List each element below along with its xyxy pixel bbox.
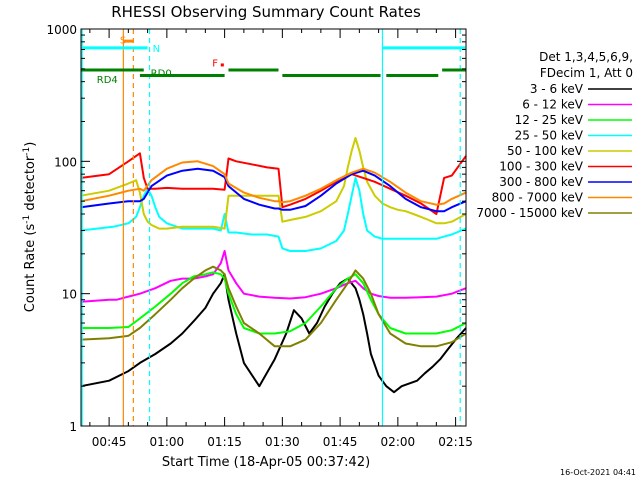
annotation-4: RD0 bbox=[151, 68, 172, 79]
chart-title: RHESSI Observing Summary Count Rates bbox=[111, 3, 421, 21]
x-tick-label-1: 00:45 bbox=[92, 435, 127, 449]
series-layer bbox=[80, 137, 467, 394]
x-tick-label-6: 02:00 bbox=[381, 435, 416, 449]
x-tick-label-4: 01:30 bbox=[265, 435, 300, 449]
series-line-1 bbox=[80, 273, 467, 394]
annotation-5: RD4 bbox=[97, 75, 118, 86]
annotation-3: F bbox=[212, 58, 218, 69]
series-line-4 bbox=[80, 176, 467, 252]
series-line-3 bbox=[81, 271, 467, 335]
annotation-2: N bbox=[153, 44, 160, 55]
overlay-layer: S N F RD0 RD4 bbox=[81, 29, 466, 426]
y-tick-label-4: 1000 bbox=[46, 23, 77, 37]
x-tick-label-2: 01:00 bbox=[150, 435, 185, 449]
y-tick-label-3: 100 bbox=[54, 155, 77, 169]
legend: Det 1,3,4,5,6,9, FDecim 1, Att 0 3 - 6 k… bbox=[476, 50, 633, 220]
legend-label-5: 50 - 100 keV bbox=[507, 144, 584, 158]
series-line-8 bbox=[80, 160, 467, 206]
legend-label-3: 12 - 25 keV bbox=[515, 113, 584, 127]
legend-header-2: FDecim 1, Att 0 bbox=[540, 66, 633, 80]
x-axis-label: Start Time (18-Apr-05 00:37:42) bbox=[162, 455, 370, 470]
series-line-5 bbox=[80, 137, 467, 230]
footer-timestamp: 16-Oct-2021 04:41 bbox=[560, 468, 636, 477]
legend-label-9: 7000 - 15000 keV bbox=[476, 206, 583, 220]
legend-label-8: 800 - 7000 keV bbox=[492, 191, 584, 205]
annotation-1: S bbox=[120, 36, 126, 47]
legend-header-1: Det 1,3,4,5,6,9, bbox=[539, 50, 633, 64]
y-axis-label-exp2: -1 bbox=[22, 147, 32, 156]
series-line-7 bbox=[80, 167, 467, 213]
series-line-2 bbox=[80, 250, 467, 303]
y-tick-label-1: 1 bbox=[69, 420, 77, 434]
series-line-9 bbox=[80, 265, 467, 348]
legend-label-7: 300 - 800 keV bbox=[499, 175, 583, 189]
y-axis-label: Count Rate (s-1 detector-1) bbox=[22, 142, 38, 313]
y-axis-label-mid: detector bbox=[23, 155, 38, 215]
x-tick-label-5: 01:45 bbox=[323, 435, 358, 449]
legend-label-2: 6 - 12 keV bbox=[522, 98, 584, 112]
y-axis-label-main: Count Rate (s bbox=[23, 224, 38, 313]
y-tick-label-2: 10 bbox=[62, 288, 77, 302]
series-line-6 bbox=[80, 152, 467, 215]
axis-layer: 00:45 01:00 01:15 01:30 01:45 02:00 02:15 1 10 10… bbox=[46, 23, 472, 449]
x-tick-label-3: 01:15 bbox=[207, 435, 242, 449]
y-axis-label-exp1: -1 bbox=[22, 215, 32, 224]
x-tick-label-7: 02:15 bbox=[438, 435, 473, 449]
legend-label-6: 100 - 300 keV bbox=[499, 160, 583, 174]
legend-label-4: 25 - 50 keV bbox=[515, 129, 584, 143]
plot-frame bbox=[80, 28, 467, 427]
y-axis-label-end: ) bbox=[23, 142, 38, 147]
legend-label-1: 3 - 6 keV bbox=[530, 82, 584, 96]
